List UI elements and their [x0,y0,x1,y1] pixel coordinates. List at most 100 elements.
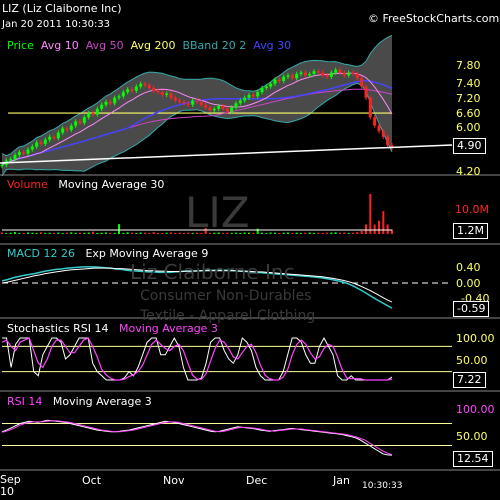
candle-body [43,139,47,144]
volume-bar [9,232,12,234]
copyright-icon: © [368,12,379,25]
candle-body [9,159,13,161]
candle-body [173,97,177,101]
trend-line [0,144,453,164]
volume-panel [1,194,393,234]
price-tick-label: 6.00 [456,121,481,134]
volume-bar [230,232,233,234]
candle-body [334,69,338,73]
candle-body [277,79,281,81]
candle-body [251,94,255,97]
volume-bar [308,232,311,234]
candle-body [273,79,277,84]
volume-bar [170,232,172,234]
volume-bar [265,232,268,234]
candle-body [325,75,329,77]
volume-bar [44,232,47,234]
volume-bar [330,232,333,234]
volume-bar [148,232,151,234]
macd-ema-label: Exp Moving Average 9 [85,247,209,260]
volume-bar [386,224,389,234]
candle-body [130,89,134,91]
candle-body [208,107,212,111]
candle-body [316,71,320,73]
price-legend: Price Avg 10 Avg 50 Avg 200 BBand 20 2 A… [7,39,291,52]
volume-bar [40,232,42,234]
volume-bar [378,220,380,234]
volume-bar [274,232,276,234]
watermark-company: Liz Claiborne Inc [130,260,295,284]
candle-body [121,92,125,97]
volume-bar [118,224,120,234]
candle-body [35,142,39,147]
bband-upper-line [1,35,393,157]
price-tick-label: 7.40 [456,77,481,90]
candle-body [381,131,385,137]
footer-time: 10:30:33 [362,481,403,491]
candle-body [225,108,229,112]
candle-body [312,71,316,74]
volume-bar [165,232,168,234]
candle-body [234,103,238,108]
volume-bar [139,232,142,234]
volume-bar [282,232,285,234]
volume-bar [365,224,367,234]
candle-body [139,83,143,87]
volume-bar [213,232,216,234]
volume-bar [83,232,86,234]
volume-bar [269,232,272,234]
candle-body [195,100,199,102]
volume-bar [326,232,328,234]
volume-bar [321,232,324,234]
volume-bar [252,232,255,234]
volume-bar [178,232,181,234]
x-label-jan: Jan [333,474,350,487]
bband-lower-line [1,82,393,177]
candle-body [390,145,394,148]
bollinger-band-fill [2,35,392,176]
stoch-ma-label: Moving Average 3 [119,322,218,335]
macd-panel [1,266,452,309]
candle-body [377,125,381,132]
x-label-dec: Dec [246,474,268,487]
volume-bar [79,232,81,234]
candle-body [338,69,342,73]
candle-body [22,152,26,154]
volume-bar [122,232,125,234]
volume-label: Volume [7,178,48,191]
volume-bar [144,232,146,234]
candle-body [230,107,234,112]
chart-datetime: Jan 20 2011 10:30:33 [2,19,111,30]
x-label-sep: Sep 10 [0,473,21,498]
candle-body [95,108,99,115]
candle-body [217,106,221,109]
rsi-ma-label: Moving Average 3 [52,395,152,408]
candle-body [264,86,268,88]
volume-axis-label: 10.0M [455,203,489,216]
volume-bar [317,232,320,234]
candle-body [126,89,130,93]
candle-body [256,92,260,97]
volume-bar [226,232,229,234]
brand-link[interactable]: © FreeStockCharts.com [368,12,499,25]
volume-bar [87,232,90,234]
volume-bar [261,232,263,234]
volume-bar [5,232,8,234]
legend-avg50: Avg 50 [85,39,124,52]
stoch-axis-100: 100.00 [456,332,495,345]
candle-body [117,96,121,98]
watermark-symbol: LIZ [185,188,250,237]
candle-body [178,100,182,102]
macd-panel-label: MACD 12 26 Exp Moving Average 9 [7,247,208,260]
stoch-axis-50: 50.00 [456,354,488,367]
volume-bar [256,228,259,234]
candle-body [74,121,78,126]
volume-bar [278,232,281,234]
candle-body [282,76,286,81]
candle-body [113,97,117,104]
volume-bar [369,194,372,234]
volume-bar [304,232,307,234]
volume-bar [70,232,73,234]
macd-last-value: -0.59 [453,301,490,317]
candle-body [160,92,164,95]
